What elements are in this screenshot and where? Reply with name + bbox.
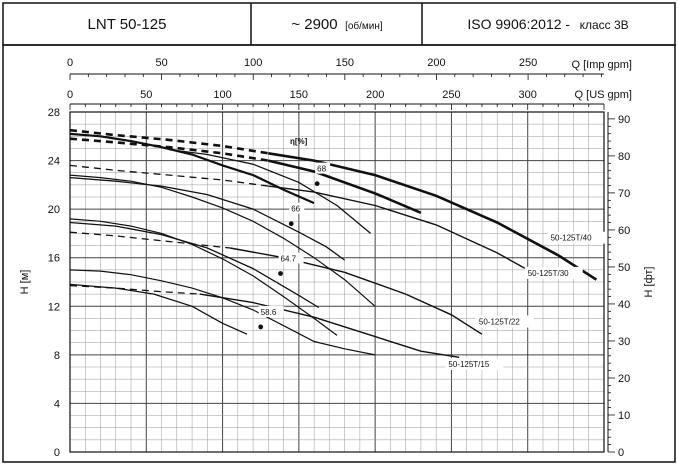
- narrow-line: [169, 148, 372, 234]
- efficiency-label: 68: [317, 165, 326, 174]
- us-gpm-tick-label: 0: [67, 89, 73, 101]
- us-gpm-axis-label: Q [US gpm]: [575, 89, 632, 101]
- series-line: [268, 185, 544, 280]
- series-dashed-line: [69, 137, 269, 162]
- curve-label: 50-125T/30: [528, 269, 569, 278]
- series-dashed-line: [69, 231, 231, 249]
- y-left-tick-label: 16: [48, 253, 60, 265]
- y-left-tick-label: 0: [54, 447, 60, 459]
- y-left-tick-label: 20: [48, 204, 60, 216]
- imp-gpm-tick-label: 250: [519, 57, 537, 69]
- efficiency-label-bg: [289, 202, 305, 214]
- curves: [69, 128, 598, 358]
- y-left-tick-label: 12: [48, 301, 60, 313]
- y-right-tick-label: 0: [618, 447, 624, 459]
- standard-label: ISO 9906:2012 - класс 3B: [467, 16, 628, 33]
- y-left-tick-label: 4: [54, 398, 60, 410]
- efficiency-label: 58.6: [261, 308, 277, 317]
- curve-label: 50-125T/15: [448, 360, 489, 369]
- impeller-line: [69, 218, 338, 336]
- us-gpm-tick-label: 200: [366, 89, 384, 101]
- speed-value: ~ 2900: [291, 16, 337, 33]
- imp-gpm-tick-label: 150: [336, 57, 354, 69]
- efficiency-point: [258, 324, 264, 330]
- y-right-tick-label: 90: [618, 114, 630, 126]
- series-line: [267, 159, 422, 214]
- us-gpm-tick-label: 150: [290, 89, 308, 101]
- y-right-tick-label: 20: [618, 373, 630, 385]
- impeller-line: [69, 132, 315, 205]
- efficiency-label: 64.7: [281, 255, 297, 264]
- imp-gpm-tick-label: 0: [67, 57, 73, 69]
- y-left-axis-label: H [м]: [19, 270, 31, 295]
- efficiency-label-bg: [258, 305, 284, 317]
- speed-label: ~ 2900 [об/мин]: [291, 16, 383, 33]
- efficiency-point: [288, 221, 294, 227]
- us-gpm-tick-label: 50: [140, 89, 152, 101]
- us-gpm-tick-label: 300: [519, 89, 537, 101]
- chart-frame: [2, 44, 676, 463]
- series-dashed-line: [69, 284, 200, 295]
- y-right-tick-label: 60: [618, 225, 630, 237]
- series-dashed-line: [69, 128, 269, 155]
- curve-label: 50-125T/22: [479, 318, 520, 327]
- y-right-tick-label: 70: [618, 188, 630, 200]
- narrow-line: [69, 221, 320, 309]
- us-gpm-tick-label: 100: [213, 89, 231, 101]
- y-right-tick-label: 80: [618, 151, 630, 163]
- efficiency-point: [278, 271, 283, 276]
- model-title: LNT 50-125: [88, 16, 167, 33]
- imp-gpm-tick-label: 200: [427, 57, 445, 69]
- efficiency-label-bg: [315, 162, 331, 174]
- series-line: [199, 293, 460, 358]
- curve-label-bg: [445, 358, 504, 370]
- y-right-tick-label: 50: [618, 262, 630, 274]
- plot-border: [69, 111, 605, 453]
- class-text: класс 3B: [580, 18, 629, 32]
- y-right-tick-label: 40: [618, 299, 630, 311]
- efficiency-label-bg: [278, 252, 304, 264]
- y-left-tick-label: 24: [48, 156, 60, 168]
- axes: 0 50 100 150 200 250 300 Q [US gpm]0 50 100 150 200…: [19, 57, 655, 459]
- narrow-line: [69, 283, 248, 335]
- series-line: [230, 247, 483, 335]
- efficiency-point: [314, 181, 320, 187]
- y-right-tick-label: 10: [618, 410, 630, 422]
- series-line: [268, 152, 598, 281]
- standard-text: ISO 9906:2012 -: [467, 16, 570, 32]
- curve-label-bg: [547, 231, 606, 244]
- us-gpm-tick-label: 250: [442, 89, 460, 101]
- curve-label-bg: [475, 315, 534, 328]
- imp-gpm-axis-label: Q [Imp gpm]: [571, 59, 632, 71]
- impeller-line: [69, 174, 376, 307]
- labels: 68 66 64.7 58.6 η[%] 50-125T/40 50-125T/30 50-1…: [258, 137, 606, 370]
- narrow-line: [69, 176, 345, 261]
- grid: [69, 111, 605, 453]
- efficiency-label: 66: [291, 205, 300, 214]
- y-left-tick-label: 8: [54, 350, 60, 362]
- curve-label: 50-125T/40: [551, 234, 592, 243]
- y-left-tick-label: 28: [48, 107, 60, 119]
- header: LNT 50-125 ~ 2900 [об/мин] ISO 9906:2012…: [2, 2, 676, 46]
- y-right-tick-label: 30: [618, 336, 630, 348]
- impeller-line: [69, 269, 376, 356]
- curve-label-bg: [524, 266, 583, 279]
- y-right-axis-label: H [фт]: [643, 267, 655, 298]
- efficiency-axis-label: η[%]: [290, 137, 308, 146]
- series-dashed-line: [69, 164, 269, 187]
- imp-gpm-tick-label: 100: [244, 57, 262, 69]
- speed-unit: [об/мин]: [345, 20, 383, 32]
- imp-gpm-tick-label: 50: [155, 57, 167, 69]
